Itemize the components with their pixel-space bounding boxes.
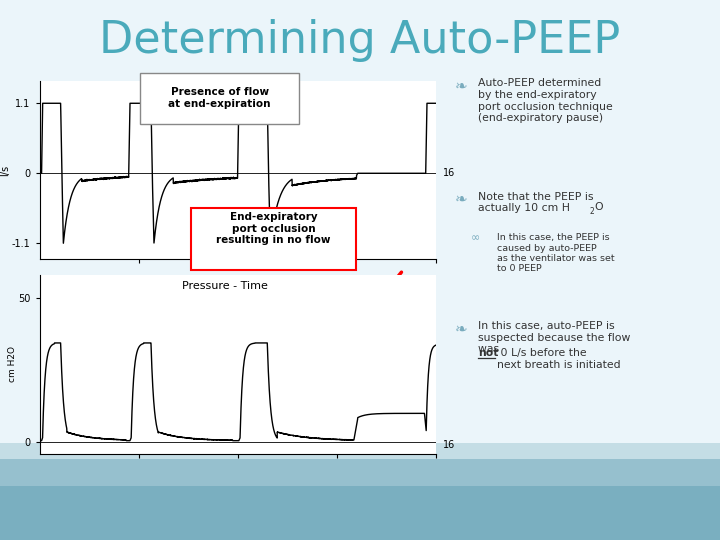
Text: In this case, auto-PEEP is
suspected because the flow
was: In this case, auto-PEEP is suspected bec… (478, 321, 631, 354)
Y-axis label: cm H2O: cm H2O (8, 347, 17, 382)
Text: Auto-PEEP determined
by the end-expiratory
port occlusion technique
(end-expirat: Auto-PEEP determined by the end-expirato… (478, 78, 613, 123)
Text: ∞: ∞ (471, 233, 480, 244)
Text: Flow - Time: Flow - Time (194, 83, 257, 93)
Text: In this case, the PEEP is
caused by auto-PEEP
as the ventilator was set
to 0 PEE: In this case, the PEEP is caused by auto… (497, 233, 614, 273)
FancyBboxPatch shape (0, 443, 720, 486)
Text: Determining Auto-PEEP: Determining Auto-PEEP (99, 19, 621, 62)
Text: not: not (478, 348, 498, 359)
Text: Pressure - Time: Pressure - Time (182, 281, 268, 291)
FancyBboxPatch shape (0, 0, 720, 475)
Text: ❧: ❧ (455, 321, 468, 336)
FancyBboxPatch shape (0, 459, 720, 540)
Text: ❧: ❧ (455, 78, 468, 93)
Y-axis label: l/s: l/s (1, 165, 10, 176)
Text: End-expiratory
port occlusion
resulting in no flow: End-expiratory port occlusion resulting … (216, 212, 331, 245)
Text: 2: 2 (590, 207, 595, 216)
Text: 16: 16 (443, 168, 455, 178)
Text: Presence of flow
at end-expiration: Presence of flow at end-expiration (168, 87, 271, 109)
Text: O: O (595, 202, 603, 213)
Text: ❧: ❧ (455, 192, 468, 207)
Text: Note that the PEEP is
actually 10 cm H: Note that the PEEP is actually 10 cm H (478, 192, 593, 213)
Text: 16: 16 (443, 440, 455, 450)
Text: 0 L/s before the
next breath is initiated: 0 L/s before the next breath is initiate… (497, 348, 621, 370)
